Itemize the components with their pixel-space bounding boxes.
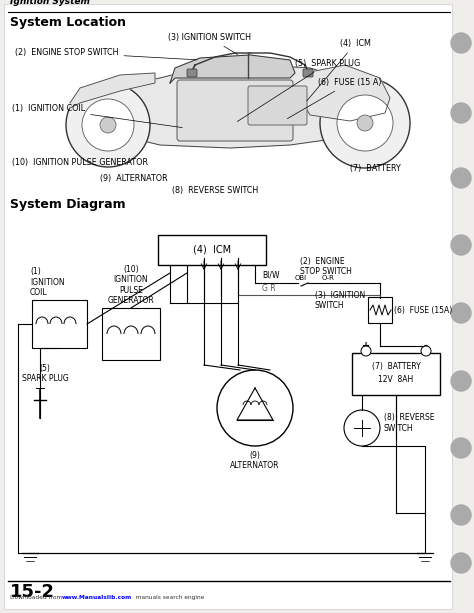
- FancyBboxPatch shape: [102, 308, 160, 360]
- Text: G R: G R: [262, 284, 275, 293]
- Text: manuals search engine: manuals search engine: [132, 595, 204, 600]
- Circle shape: [100, 117, 116, 133]
- Text: (1)  IGNITION COIL: (1) IGNITION COIL: [12, 104, 182, 128]
- FancyBboxPatch shape: [177, 80, 293, 141]
- FancyBboxPatch shape: [368, 297, 392, 323]
- FancyBboxPatch shape: [32, 300, 87, 348]
- Circle shape: [451, 438, 471, 458]
- Text: System Location: System Location: [10, 16, 126, 29]
- Text: (10)  IGNITION PULSE GENERATOR: (10) IGNITION PULSE GENERATOR: [12, 159, 148, 167]
- Circle shape: [320, 78, 410, 168]
- Circle shape: [451, 303, 471, 323]
- FancyBboxPatch shape: [248, 86, 307, 125]
- Text: (5)  SPARK PLUG: (5) SPARK PLUG: [237, 59, 360, 121]
- Circle shape: [451, 33, 471, 53]
- Text: OBI: OBI: [295, 275, 307, 281]
- Circle shape: [421, 346, 431, 356]
- Circle shape: [344, 410, 380, 446]
- Text: (10)
IGNITION
PULSE
GENERATOR: (10) IGNITION PULSE GENERATOR: [108, 265, 155, 305]
- Circle shape: [66, 83, 150, 167]
- Text: (2)  ENGINE STOP SWITCH: (2) ENGINE STOP SWITCH: [15, 48, 197, 60]
- Circle shape: [357, 115, 373, 131]
- FancyBboxPatch shape: [187, 69, 197, 77]
- Circle shape: [451, 553, 471, 573]
- FancyBboxPatch shape: [303, 69, 313, 77]
- Text: 12V  8AH: 12V 8AH: [378, 376, 414, 384]
- Text: 15-2: 15-2: [10, 583, 55, 601]
- Text: (7)  BATTERY: (7) BATTERY: [350, 164, 401, 172]
- Polygon shape: [300, 65, 390, 121]
- Text: (7)  BATTERY: (7) BATTERY: [372, 362, 420, 371]
- Text: (3)  IGNITION
SWITCH: (3) IGNITION SWITCH: [315, 291, 365, 310]
- Text: (2)  ENGINE
STOP SWITCH: (2) ENGINE STOP SWITCH: [300, 257, 352, 276]
- Text: (8)  REVERSE SWITCH: (8) REVERSE SWITCH: [172, 186, 258, 196]
- FancyBboxPatch shape: [352, 353, 440, 395]
- Text: (6)  FUSE (15 A): (6) FUSE (15 A): [287, 78, 382, 118]
- Circle shape: [217, 370, 293, 446]
- Text: Downloaded from: Downloaded from: [10, 595, 66, 600]
- Circle shape: [337, 95, 393, 151]
- Text: (5)
SPARK PLUG: (5) SPARK PLUG: [22, 364, 68, 383]
- Text: (6)  FUSE (15A): (6) FUSE (15A): [394, 305, 452, 314]
- FancyBboxPatch shape: [4, 4, 452, 609]
- Text: (9)  ALTERNATOR: (9) ALTERNATOR: [100, 175, 168, 183]
- Polygon shape: [70, 73, 155, 108]
- Text: O-R: O-R: [322, 275, 335, 281]
- Circle shape: [451, 168, 471, 188]
- Text: (1)
IGNITION
COIL: (1) IGNITION COIL: [30, 267, 64, 297]
- Text: www.Manualslib.com: www.Manualslib.com: [62, 595, 132, 600]
- FancyBboxPatch shape: [158, 235, 266, 265]
- Circle shape: [451, 505, 471, 525]
- Text: (4)  ICM: (4) ICM: [193, 245, 231, 255]
- Text: System Diagram: System Diagram: [10, 198, 126, 211]
- Circle shape: [451, 103, 471, 123]
- Text: +: +: [362, 341, 370, 351]
- Text: Bl/W: Bl/W: [262, 271, 280, 280]
- Polygon shape: [170, 55, 295, 83]
- Text: (4)  ICM: (4) ICM: [307, 39, 371, 101]
- Text: (8)  REVERSE
SWITCH: (8) REVERSE SWITCH: [384, 413, 435, 433]
- Text: (3) IGNITION SWITCH: (3) IGNITION SWITCH: [168, 33, 251, 55]
- Circle shape: [82, 99, 134, 151]
- Text: Ignition System: Ignition System: [10, 0, 90, 6]
- Polygon shape: [85, 65, 375, 148]
- Text: (9)
ALTERNATOR: (9) ALTERNATOR: [230, 451, 280, 470]
- Text: -: -: [424, 341, 428, 351]
- Circle shape: [451, 371, 471, 391]
- Circle shape: [451, 235, 471, 255]
- Circle shape: [361, 346, 371, 356]
